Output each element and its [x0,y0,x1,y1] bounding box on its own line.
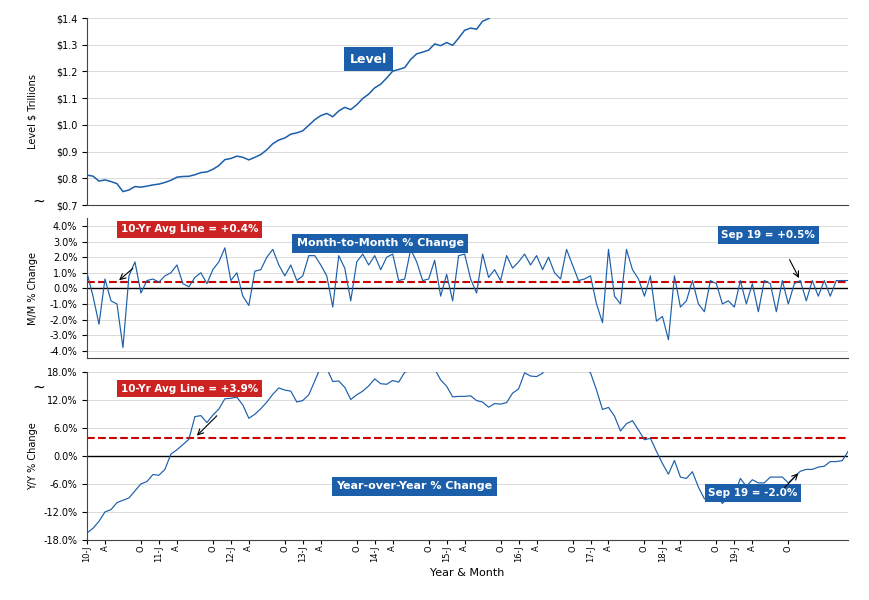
Text: Month-to-Month % Change: Month-to-Month % Change [296,238,463,248]
Y-axis label: Y/Y % Change: Y/Y % Change [28,422,37,490]
Text: ~: ~ [33,193,45,208]
Text: Sep 19 = +0.5%: Sep 19 = +0.5% [720,230,814,240]
Text: ~: ~ [33,379,45,395]
Text: Year-over-Year % Change: Year-over-Year % Change [336,481,492,491]
Text: Level: Level [349,53,387,65]
Y-axis label: Level $ Trillions: Level $ Trillions [28,74,37,149]
Text: Sep 19 = $1.294 trillion: Sep 19 = $1.294 trillion [0,599,1,600]
Y-axis label: M/M % Change: M/M % Change [28,252,37,325]
X-axis label: Year & Month: Year & Month [430,568,504,578]
Text: 10-Yr Avg Line = +0.4%: 10-Yr Avg Line = +0.4% [121,224,258,235]
Text: Sep 19 = -2.0%: Sep 19 = -2.0% [707,488,797,498]
Text: 10-Yr Avg Line = +3.9%: 10-Yr Avg Line = +3.9% [121,383,258,394]
